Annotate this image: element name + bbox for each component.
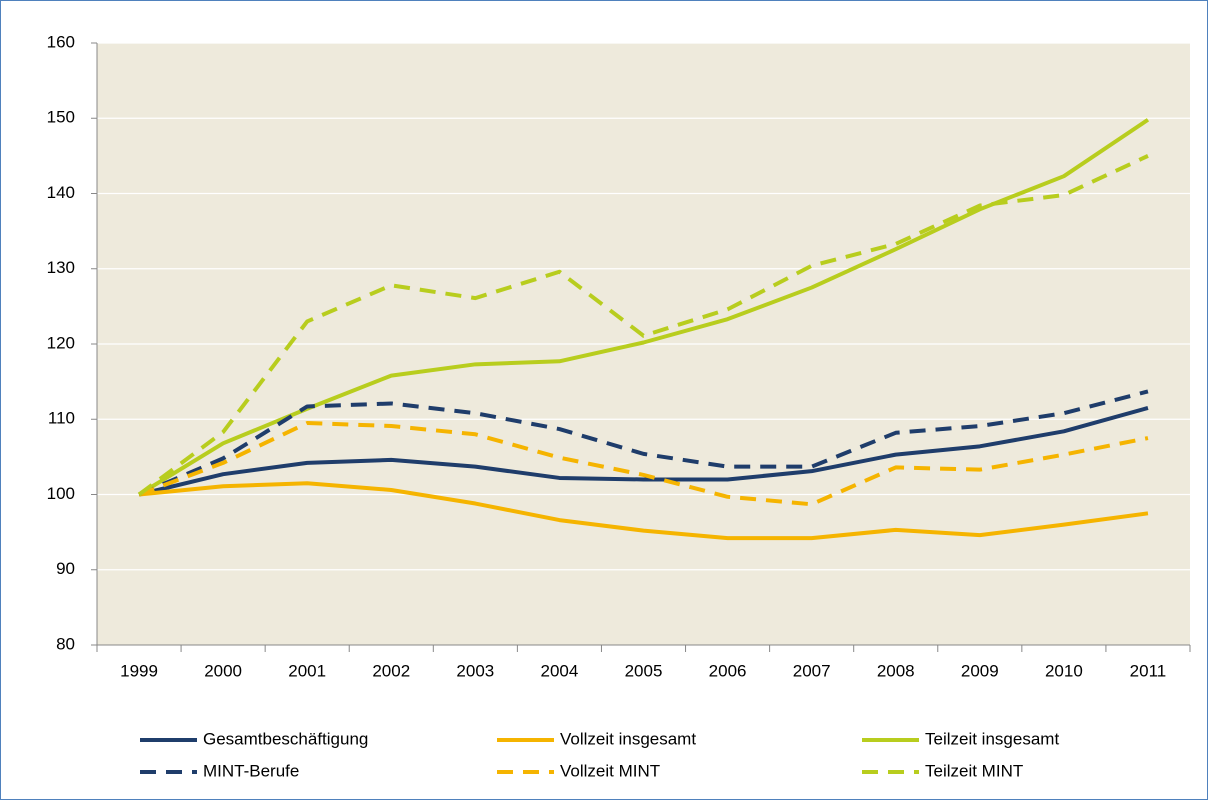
y-tick-label: 140: [47, 183, 75, 202]
x-tick-label: 2002: [372, 661, 410, 680]
legend-label: Teilzeit MINT: [925, 761, 1023, 780]
series-line: [138, 389, 1149, 497]
y-tick-label: 120: [47, 333, 75, 352]
y-tick-label: 130: [47, 258, 75, 277]
y-tick-label: 110: [48, 409, 75, 428]
x-tick-label: 2010: [1045, 661, 1083, 680]
x-tick-label: 2005: [625, 661, 663, 680]
series-line: [138, 421, 1149, 507]
series-line: [137, 154, 1149, 497]
legend-label: Teilzeit insgesamt: [925, 729, 1059, 748]
x-tick-label: 2006: [709, 661, 747, 680]
series-line: [138, 481, 1149, 541]
x-tick-label: 2008: [877, 661, 915, 680]
y-tick-label: 100: [47, 484, 75, 503]
x-tick-label: 2011: [1130, 661, 1167, 680]
x-tick-label: 2009: [961, 661, 999, 680]
x-tick-label: 2007: [793, 661, 831, 680]
series-line: [138, 406, 1149, 497]
x-tick-label: 1999: [120, 661, 158, 680]
legend-label: Vollzeit MINT: [560, 761, 660, 780]
y-tick-label: 80: [56, 634, 75, 653]
x-tick-label: 2003: [456, 661, 494, 680]
x-tick-label: 2004: [541, 661, 579, 680]
x-tick-label: 2000: [204, 661, 242, 680]
x-tick-label: 2001: [288, 661, 326, 680]
legend-label: Gesamtbeschäftigung: [203, 729, 368, 748]
legend-label: MINT-Berufe: [203, 761, 299, 780]
y-tick-label: 160: [47, 32, 75, 51]
y-tick-label: 90: [56, 559, 75, 578]
y-tick-label: 150: [47, 108, 75, 127]
legend-label: Vollzeit insgesamt: [560, 729, 696, 748]
